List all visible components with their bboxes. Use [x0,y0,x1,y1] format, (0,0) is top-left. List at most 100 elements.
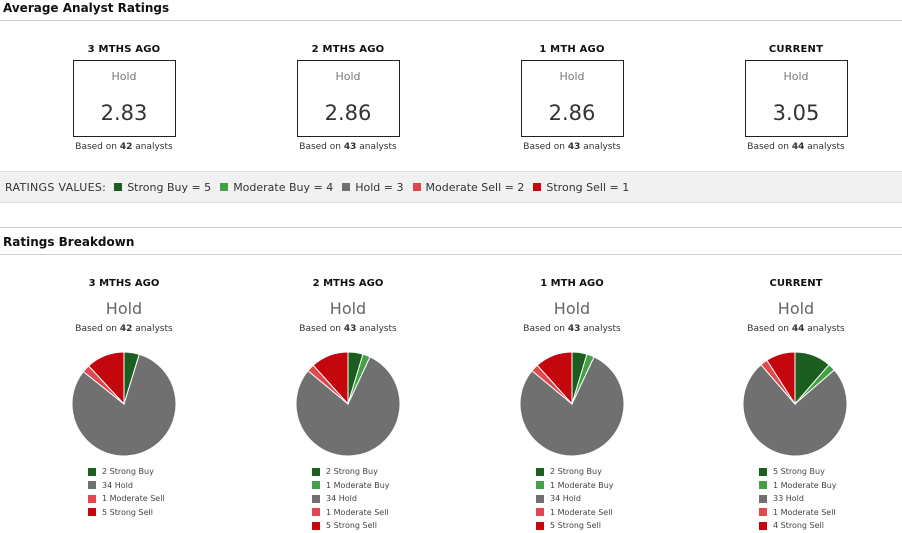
legend-label: 1 Moderate Sell [773,507,836,517]
swatch [220,183,229,191]
legend-item: 1 Moderate Buy [759,479,837,493]
legend-swatch [88,481,96,490]
based-on-text: Based on 44 analysts [747,324,845,334]
period-label: CURRENT [768,44,824,55]
legend-item: 33 Hold [759,492,837,506]
legend-item: 1 Moderate Buy [312,479,390,493]
legend-label: 33 Hold [773,494,804,504]
legend-swatch [88,494,96,503]
rating-label: Hold [559,70,585,83]
based-on-text: Based on 43 analysts [523,324,621,334]
pie-slice-hold[interactable] [295,356,401,457]
based-on-text: Based on 42 analysts [75,324,173,334]
period-label: 2 MTHS AGO [311,44,385,55]
value-hold: Hold = 3 [342,181,404,194]
rating-label: Hold [783,70,809,83]
avg-col-1m: 1 MTH AGO Hold 2.86 Based on 43 analysts [472,44,672,152]
legend-label: 5 Strong Buy [773,467,825,477]
legend-item: 1 Moderate Sell [88,492,165,506]
legend-item: 1 Moderate Sell [536,506,614,520]
pie-legend: 2 Strong Buy 1 Moderate Buy 34 Hold 1 Moder… [312,465,390,533]
legend-swatch [759,521,767,530]
legend-item: 5 Strong Sell [536,519,614,533]
based-on-text: Based on 44 analysts [747,142,845,152]
legend-label: 1 Moderate Sell [326,507,389,517]
legend-label: 5 Strong Sell [102,507,153,517]
bd-col-3m: 3 MTHS AGO Hold Based on 42 analysts [24,278,224,334]
legend-item: 34 Hold [536,492,614,506]
pie-slice-hold[interactable] [742,363,848,457]
legend-label: 4 Strong Sell [773,521,824,531]
ratings-values-title: RATINGS VALUES: [5,180,107,194]
legend-swatch [536,481,544,490]
based-on-text: Based on 42 analysts [75,142,173,152]
legend-label: 34 Hold [326,494,357,504]
rating-score: 2.83 [100,101,148,125]
pie-slice-strong-sell[interactable] [312,351,349,406]
legend-item: 4 Strong Sell [759,519,837,533]
bd-col-2m: 2 MTHS AGO Hold Based on 43 analysts [248,278,448,334]
pie-slice-strong-sell[interactable] [87,351,125,406]
legend-item: 5 Strong Sell [312,519,390,533]
swatch [533,183,542,191]
legend-swatch [536,508,544,517]
rating-box: Hold 3.05 [744,60,848,137]
pie-slice-strong-sell[interactable] [536,351,573,406]
value-strong-buy: Strong Buy = 5 [114,181,211,194]
avg-col-3m: 3 MTHS AGO Hold 2.83 Based on 42 analyst… [24,44,224,152]
period-label: 2 MTHS AGO [312,278,384,289]
legend-swatch [759,508,767,517]
period-label: 1 MTH AGO [540,278,604,289]
pie-chart [71,351,177,457]
rating-label: Hold [553,299,591,318]
legend-swatch [312,521,320,530]
legend-item: 1 Moderate Sell [759,506,837,520]
pie-legend: 2 Strong Buy 1 Moderate Buy 34 Hold 1 Moder… [536,465,614,533]
legend-swatch [759,467,767,476]
swatch [114,183,123,191]
legend-swatch [88,467,96,476]
legend-swatch [759,481,767,490]
legend-swatch [312,467,320,476]
period-label: 3 MTHS AGO [87,44,161,55]
legend-item: 1 Moderate Sell [312,506,390,520]
legend-item: 34 Hold [312,492,390,506]
value-moderate-sell: Moderate Sell = 2 [412,181,524,194]
divider [0,227,902,228]
ratings-values-bar: RATINGS VALUES: Strong Buy = 5 Moderate … [0,171,902,203]
pie-chart [742,351,848,457]
divider [0,254,902,255]
pie-slice-strong-sell[interactable] [766,351,796,406]
value-strong-sell: Strong Sell = 1 [533,181,629,194]
legend-label: 1 Moderate Buy [550,480,614,490]
rating-box: Hold 2.86 [296,60,400,137]
legend-label: 2 Strong Buy [550,467,602,477]
rating-score: 2.86 [548,101,596,125]
legend-label: 1 Moderate Buy [326,480,390,490]
rating-score: 3.05 [772,101,820,125]
avg-col-current: CURRENT Hold 3.05 Based on 44 analysts [696,44,896,152]
rating-box: Hold 2.83 [72,60,176,137]
rating-label: Hold [777,299,815,318]
swatch [342,183,351,191]
period-label: 3 MTHS AGO [88,278,160,289]
legend-swatch [312,494,320,503]
pie-chart [519,351,625,457]
avg-col-2m: 2 MTHS AGO Hold 2.86 Based on 43 analyst… [248,44,448,152]
pie-slice-hold[interactable] [519,356,625,457]
rating-label: Hold [111,70,137,83]
average-ratings-title: Average Analyst Ratings [3,1,170,15]
legend-swatch [536,494,544,503]
based-on-text: Based on 43 analysts [523,142,621,152]
legend-swatch [536,521,544,530]
legend-label: 2 Strong Buy [326,467,378,477]
ratings-breakdown-title: Ratings Breakdown [3,235,135,249]
bd-col-current: CURRENT Hold Based on 44 analysts [696,278,896,334]
pie-slice-hold[interactable] [71,353,177,457]
legend-item: 5 Strong Buy [759,465,837,479]
legend-swatch [759,494,767,503]
legend-label: 34 Hold [550,494,581,504]
swatch [412,183,421,191]
legend-item: 2 Strong Buy [536,465,614,479]
period-label: 1 MTH AGO [539,44,605,55]
